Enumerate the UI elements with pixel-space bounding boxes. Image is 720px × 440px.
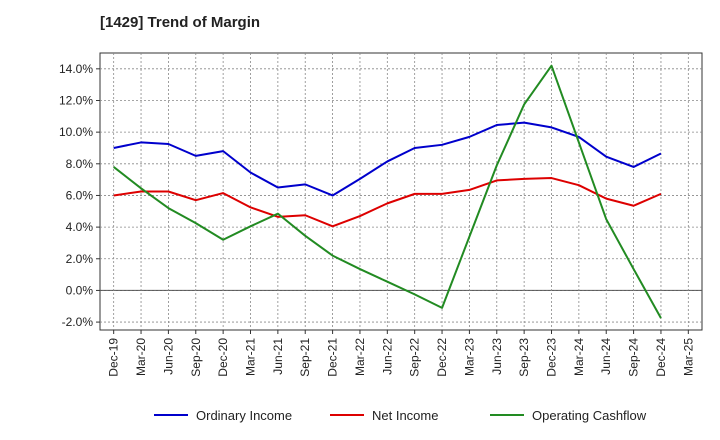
x-tick-label: Sep-23 bbox=[517, 338, 531, 377]
x-tick-label: Sep-20 bbox=[189, 338, 203, 377]
x-tick-label: Jun-22 bbox=[380, 338, 394, 375]
chart-title: [1429] Trend of Margin bbox=[100, 14, 261, 31]
y-tick-label: 4.0% bbox=[66, 220, 94, 234]
series-lines bbox=[113, 64, 662, 319]
x-tick-label: Mar-21 bbox=[244, 338, 258, 376]
x-tick-label: Dec-19 bbox=[107, 338, 121, 377]
legend-label: Operating Cashflow bbox=[532, 408, 647, 423]
x-tick-label: Mar-24 bbox=[572, 338, 586, 376]
x-tick-label: Jun-20 bbox=[161, 338, 175, 375]
y-tick-label: 6.0% bbox=[66, 188, 94, 202]
x-tick-label: Jun-21 bbox=[271, 338, 285, 375]
x-tick-label: Sep-24 bbox=[627, 338, 641, 377]
x-tick-label: Sep-21 bbox=[298, 338, 312, 377]
x-tick-label: Sep-22 bbox=[408, 338, 422, 377]
x-tick-label: Mar-20 bbox=[134, 338, 148, 376]
y-tick-label: 10.0% bbox=[59, 125, 93, 139]
x-tick-label: Mar-25 bbox=[681, 338, 695, 376]
grid-lines bbox=[100, 53, 702, 330]
y-tick-label: 2.0% bbox=[66, 252, 94, 266]
plot-area bbox=[99, 52, 703, 331]
y-tick-label: 14.0% bbox=[59, 62, 93, 76]
y-tick-label: -2.0% bbox=[62, 315, 94, 329]
y-tick-label: 8.0% bbox=[66, 157, 94, 171]
x-tick-label: Dec-22 bbox=[435, 338, 449, 377]
series-line-ordinary-income bbox=[113, 121, 662, 197]
x-tick-label: Dec-24 bbox=[654, 338, 668, 377]
x-tick-label: Jun-24 bbox=[599, 338, 613, 375]
x-tick-label: Dec-20 bbox=[216, 338, 230, 377]
x-tick-label: Dec-23 bbox=[545, 338, 559, 377]
x-axis-ticks: Dec-19 Mar-20 Jun-20 Sep-20 Dec-20 Mar-21 Jun-… bbox=[107, 330, 695, 377]
y-tick-label: 12.0% bbox=[59, 93, 93, 107]
legend-label: Ordinary Income bbox=[196, 408, 292, 423]
series-line-operating-cashflow bbox=[113, 64, 662, 319]
legend-label: Net Income bbox=[372, 408, 438, 423]
y-tick-label: 0.0% bbox=[66, 283, 94, 297]
legend: Ordinary Income Net Income Operating Cashf… bbox=[154, 408, 647, 423]
x-tick-label: Mar-23 bbox=[462, 338, 476, 376]
x-tick-label: Jun-23 bbox=[490, 338, 504, 375]
x-tick-label: Mar-22 bbox=[353, 338, 367, 376]
y-axis-ticks: -2.0% 0.0% 2.0% 4.0% 6.0% 8.0% 10.0% 12.0% 14.0% bbox=[59, 62, 100, 329]
x-tick-label: Dec-21 bbox=[326, 338, 340, 377]
series-line-net-income bbox=[113, 177, 662, 228]
